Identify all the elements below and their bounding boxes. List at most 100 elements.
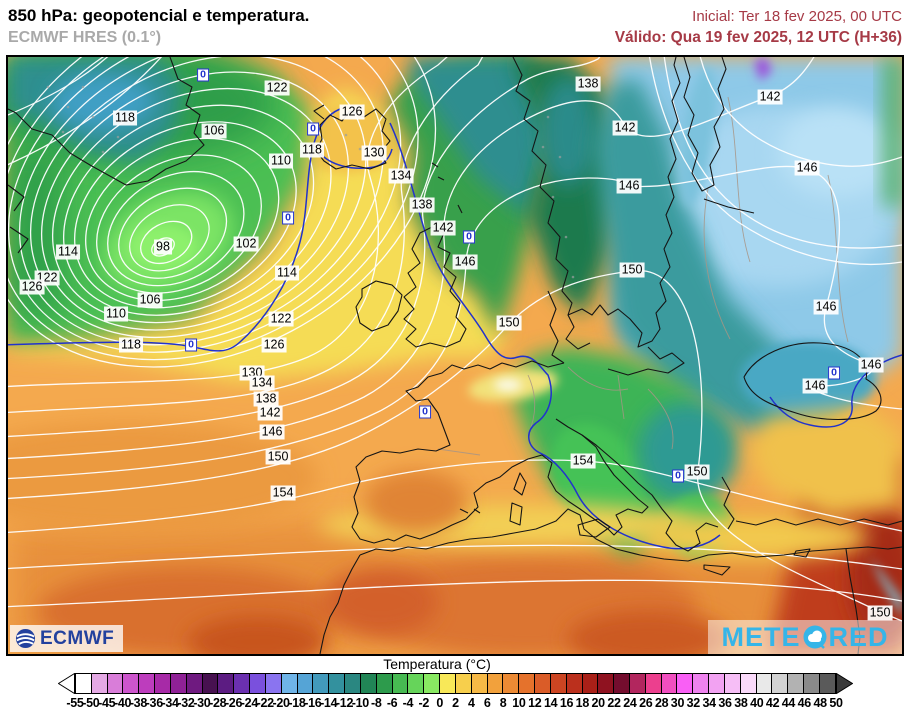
contour-label: 126: [19, 279, 45, 295]
contour-label: 110: [104, 306, 128, 322]
colorbar-tick: 0: [436, 696, 443, 710]
colorbar-cell: [106, 673, 124, 694]
contour-label: 134: [388, 168, 414, 184]
colorbar-tick: -18: [288, 696, 306, 710]
colorbar-cell: [723, 673, 741, 694]
valid-time-label: Válido: Qua 19 fev 2025, 12 UTC (H+36): [614, 29, 902, 46]
contour-label: 154: [270, 485, 296, 501]
contour-label: 102: [233, 236, 259, 252]
contour-label: 142: [430, 220, 456, 236]
contour-label: 150: [619, 262, 645, 278]
colorbar-tick: -55: [66, 696, 84, 710]
colorbar-cell: [549, 673, 567, 694]
colorbar-cell: [280, 673, 298, 694]
colorbar-tick: 36: [718, 696, 732, 710]
contour-label: 118: [300, 142, 324, 158]
colorbar-cell: [787, 673, 805, 694]
colorbar-tick: -38: [129, 696, 147, 710]
colorbar-cell: [628, 673, 646, 694]
contour-label: 134: [249, 375, 275, 391]
contour-label: 142: [757, 89, 783, 105]
colorbar-cell: [660, 673, 678, 694]
colorbar-tick: 50: [829, 696, 843, 710]
colorbar-tick: 26: [639, 696, 653, 710]
colorbar-cell: [154, 673, 171, 694]
contour-ring: [96, 154, 262, 294]
colorbar-tick: -26: [224, 696, 243, 710]
contour-label: 138: [409, 197, 435, 213]
coastlines: [8, 57, 902, 654]
colorbar-cell: [803, 673, 820, 694]
colorbar-cell: [328, 673, 346, 694]
colorbar-tick: -6: [386, 696, 398, 710]
colorbar-tick: 14: [543, 696, 558, 710]
contour-label: 146: [802, 378, 828, 394]
colorbar-cell: [613, 673, 630, 694]
colorbar-tick: 18: [575, 696, 590, 710]
colorbar-cell: [676, 673, 694, 694]
meteored-logo: METE RED: [708, 620, 902, 654]
terrain-speckles: [46, 85, 575, 279]
colorbar-tick: -2: [418, 696, 430, 710]
contour-label: 126: [339, 104, 365, 120]
colorbar-cell: [423, 673, 441, 694]
colorbar-tick: -14: [320, 696, 338, 710]
colorbar-tick: 4: [468, 696, 475, 710]
legend-title: Temperatura (°C): [383, 656, 491, 672]
colorbar-tick: 20: [591, 696, 606, 710]
ecmwf-globe-icon: [15, 628, 36, 649]
colorbar-tick: -12: [335, 696, 354, 710]
temperature-colorbar: [58, 673, 853, 694]
colorbar-tick: 32: [686, 696, 701, 710]
colorbar-tick: -4: [402, 696, 414, 710]
colorbar-cell: [169, 673, 187, 694]
zero-isotherm-label: 0: [828, 366, 840, 380]
ecmwf-logo-text: ECMWF: [40, 627, 115, 649]
colorbar-cell: [375, 673, 393, 694]
contour-label: 130: [361, 145, 387, 161]
meteored-cloud-icon: [803, 625, 826, 649]
colorbar-tick: 42: [765, 696, 780, 710]
contour-label: 146: [813, 299, 839, 315]
colorbar-tick: -36: [145, 696, 163, 710]
contour-label: 138: [575, 76, 601, 92]
colorbar-cell: [122, 673, 140, 694]
zero-isotherm-label: 0: [185, 338, 197, 352]
colorbar-cell: [565, 673, 583, 694]
weather-map[interactable]: 118 106 122 126 110 130 118 134 138 142 146 102 114 9…: [6, 55, 904, 656]
colorbar-cell: [644, 673, 662, 694]
colorbar-cell: [739, 673, 757, 694]
colorbar-cell: [233, 673, 251, 694]
colorbar-tick: 10: [512, 696, 526, 710]
colorbar-tick: -30: [193, 696, 211, 710]
contour-ring: [118, 187, 228, 279]
contour-label: 114: [275, 265, 299, 281]
colorbar-tick: -10: [351, 696, 369, 710]
colorbar-cell: [391, 673, 409, 694]
colorbar-tick: -50: [82, 696, 100, 710]
colorbar-left-arrow: [58, 673, 75, 694]
colorbar-cell: [581, 673, 599, 694]
colorbar-tick: 8: [499, 696, 507, 710]
zero-isotherm-label: 0: [307, 122, 319, 136]
temperature-field: [8, 57, 902, 654]
zero-isotherm-label: 0: [282, 211, 294, 225]
contour-label: 126: [261, 337, 287, 353]
colorbar-cell: [185, 673, 203, 694]
contour-label: 122: [264, 80, 290, 96]
contour-label: 98: [154, 239, 172, 255]
colorbar-cell: [597, 673, 615, 694]
colorbar-tick: -32: [177, 696, 195, 710]
colorbar-cell: [708, 673, 725, 694]
colorbar-tick: -34: [161, 696, 179, 710]
colorbar-tick: 12: [528, 696, 542, 710]
colorbar-right-arrow: [836, 673, 853, 694]
contour-ring: [140, 220, 193, 265]
colorbar-cell: [344, 673, 361, 694]
init-time-label: Inicial: Ter 18 fev 2025, 00 UTC: [692, 8, 902, 25]
colorbar-cell: [296, 673, 314, 694]
contour-label: 150: [684, 464, 710, 480]
contour-ring: [85, 137, 280, 302]
colorbar-tick: -16: [304, 696, 322, 710]
